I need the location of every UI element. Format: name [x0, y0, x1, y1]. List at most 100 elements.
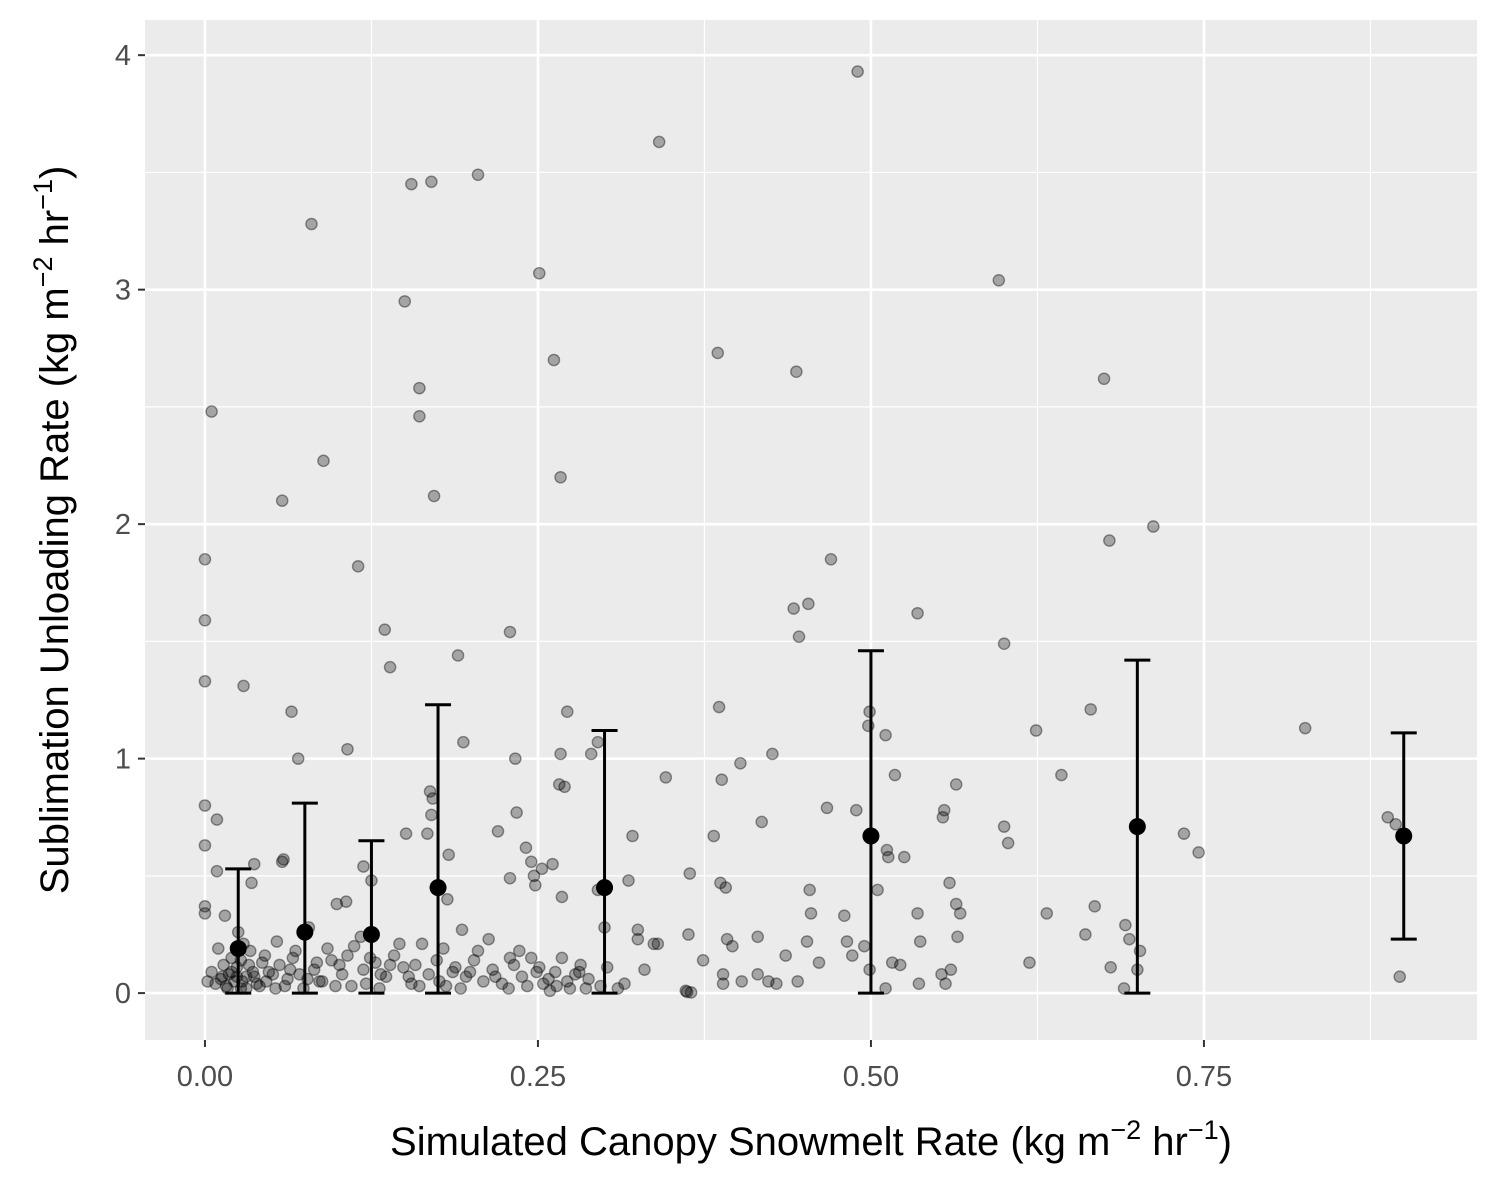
observation-point [266, 968, 280, 981]
observation-point [237, 679, 250, 693]
observation-point [215, 970, 229, 983]
observation-point [503, 951, 517, 965]
observation-point [851, 65, 864, 78]
observation-point [888, 768, 902, 782]
observation-point [1119, 918, 1132, 932]
observation-point [543, 984, 557, 998]
observation-point [275, 494, 289, 507]
observation-point [242, 958, 256, 972]
binned-mean-point [862, 827, 880, 845]
observation-point [413, 979, 426, 993]
binned-mean-group [591, 728, 618, 995]
observation-point [1097, 372, 1111, 386]
observation-point [845, 949, 859, 962]
observation-point [198, 900, 212, 913]
observation-point [383, 958, 397, 972]
observation-point [397, 961, 410, 974]
observation-point [329, 979, 342, 993]
observation-point [881, 850, 895, 864]
observation-point [790, 365, 803, 379]
observation-point [378, 623, 392, 636]
observation-point [379, 970, 393, 983]
observation-point [542, 972, 555, 986]
observation-point [454, 982, 467, 995]
observation-point [735, 975, 749, 988]
observation-point [313, 975, 326, 988]
binned-mean-group [425, 703, 452, 995]
observation-point [347, 939, 361, 953]
observation-point [885, 956, 899, 969]
observation-point [762, 975, 775, 988]
observation-point [751, 930, 765, 944]
observation-point [325, 953, 338, 967]
observation-point [1123, 932, 1136, 946]
x-axis-title: Simulated Canopy Snowmelt Rate (kg m−2 h… [390, 1115, 1232, 1164]
observation-point [383, 660, 397, 674]
observation-point [939, 977, 952, 991]
observation-point [711, 346, 725, 360]
observation-point [554, 470, 567, 484]
observation-point [307, 963, 321, 976]
observation-point [413, 381, 426, 395]
observation-point [751, 968, 765, 981]
observation-point [1192, 846, 1205, 859]
observation-point [409, 958, 422, 972]
observation-point [536, 977, 550, 991]
x-tick-label: 0.25 [510, 1061, 566, 1093]
observation-point [198, 839, 212, 852]
observation-point [652, 135, 666, 149]
observation-point [547, 353, 561, 367]
plot-panel [145, 20, 1477, 1040]
observation-point [519, 841, 533, 855]
observation-point [755, 815, 769, 829]
observation-point [427, 489, 441, 503]
observation-point [554, 747, 567, 761]
observation-point [893, 958, 907, 972]
observation-point [262, 965, 276, 979]
observation-point [568, 968, 582, 981]
observation-point [463, 965, 477, 979]
observation-point [897, 850, 911, 864]
binned-mean-point [362, 925, 380, 943]
observation-point [716, 977, 730, 991]
observation-point [912, 977, 926, 991]
observation-point [1389, 817, 1403, 831]
y-tick-label: 4 [115, 40, 131, 72]
observation-point [259, 975, 273, 988]
observation-point [218, 909, 232, 923]
observation-point [253, 979, 266, 993]
observation-point [277, 853, 290, 866]
observation-point [471, 168, 485, 182]
y-tick-label: 1 [115, 744, 131, 776]
y-tick-label: 2 [115, 509, 131, 541]
observation-point [911, 606, 924, 620]
observation-point [421, 827, 434, 840]
observation-point [787, 602, 800, 615]
binned-mean-errorbars [225, 649, 1417, 995]
observation-point [402, 970, 416, 983]
binned-mean-point [596, 879, 614, 897]
observation-point [305, 217, 318, 231]
observation-point [949, 778, 963, 791]
observation-point [209, 977, 222, 991]
observation-point [508, 752, 522, 765]
observation-point [682, 928, 695, 941]
observation-point [451, 649, 465, 662]
observation-point [935, 968, 948, 981]
observation-point [560, 705, 574, 719]
observation-point [289, 944, 302, 958]
observation-point [459, 970, 473, 983]
observation-point [546, 857, 559, 871]
observation-point [273, 958, 286, 972]
observation-point [582, 972, 595, 986]
minor-gridlines [145, 20, 1477, 1040]
observation-point [198, 613, 212, 627]
observation-point [471, 944, 485, 958]
observation-point [425, 808, 438, 822]
binned-mean-point [429, 879, 447, 897]
observation-point [631, 932, 645, 946]
observation-point [205, 405, 218, 418]
observation-point [997, 820, 1011, 833]
observation-point [1177, 827, 1191, 840]
observation-point [405, 977, 418, 991]
